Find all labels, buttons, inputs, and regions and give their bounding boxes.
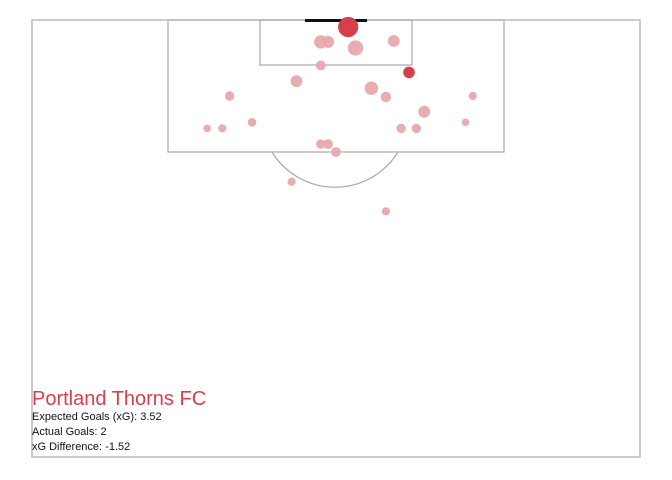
shot-marker <box>247 118 257 127</box>
shot-marker <box>331 147 341 157</box>
shot-marker <box>316 139 326 149</box>
shot-marker <box>290 75 303 88</box>
shot-marker <box>387 35 400 47</box>
xg-difference: xG Difference: -1.52 <box>32 441 131 453</box>
shot-marker <box>364 81 378 95</box>
shot-marker <box>323 139 333 150</box>
penalty-arc <box>271 151 399 188</box>
shot-marker <box>396 123 406 134</box>
shot-marker <box>380 91 392 103</box>
shot-goal-marker <box>403 66 415 79</box>
shot-marker <box>203 124 211 133</box>
shot-marker <box>411 123 421 134</box>
shot-goal-marker <box>338 16 359 38</box>
shot-marker <box>218 124 227 133</box>
shot-marker <box>381 207 390 216</box>
actual-goals: Actual Goals: 2 <box>32 426 107 438</box>
shot-marker <box>418 105 431 118</box>
xg-total: Expected Goals (xG): 3.52 <box>32 411 162 423</box>
shot-marker <box>461 118 470 127</box>
shot-marker <box>468 91 477 101</box>
shots-layer <box>203 16 477 216</box>
shot-marker <box>315 60 326 71</box>
shot-marker <box>347 40 364 56</box>
shot-marker <box>287 177 296 186</box>
team-name: Portland Thorns FC <box>32 388 207 410</box>
shot-marker <box>224 91 235 101</box>
penalty-box <box>167 19 505 153</box>
team-info: Portland Thorns FC Expected Goals (xG): … <box>32 388 206 455</box>
shot-marker <box>322 35 335 48</box>
